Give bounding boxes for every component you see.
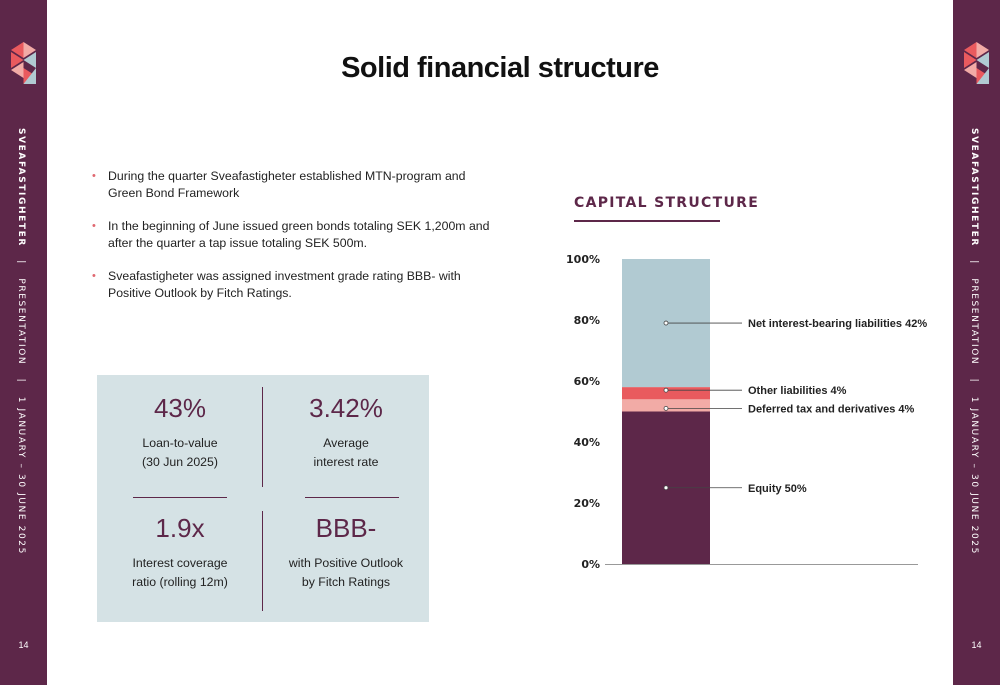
sidebar-doc-type: PRESENTATION [16,278,26,366]
kpi-label: (30 Jun 2025) [142,455,218,469]
kpi-label: Loan-to-value [142,436,218,450]
kpi-label: interest rate [313,455,379,469]
sidebar-vertical-text: SVEAFASTIGHETER | PRESENTATION | 1 JANUA… [969,128,979,555]
kpi-panel: 43% Loan-to-value (30 Jun 2025) 3.42% Av… [97,375,429,622]
kpi-value: 43% [153,393,207,423]
page-number: 14 [18,640,29,650]
capital-structure-chart: 0% 20% 40% 60% 80% 100% Equity 50% Deferred tax… [566,253,927,571]
bullet-text: In the beginning of June issued green bo… [108,219,490,250]
right-sidebar: SVEAFASTIGHETER | PRESENTATION | 1 JANUA… [953,0,1000,685]
kpi-divider [133,497,227,498]
bullet-list: • During the quarter Sveafastigheter esta… [92,168,492,318]
sidebar-separator: | [16,260,26,265]
kpi-label: Average [323,436,369,450]
bullet-item: • During the quarter Sveafastigheter esta… [92,168,492,202]
capital-structure-title: CAPITAL STRUCTURE [574,195,760,211]
kpi-divider [262,387,263,487]
bullet-dot-icon: • [92,170,96,182]
leader-dot [663,405,669,411]
sidebar-separator: | [969,260,979,265]
series-label: Other liabilities 4% [748,385,847,397]
kpi-interest-rate: 3.42% Average interest rate [263,393,429,472]
y-tick-label: 20% [574,497,600,510]
sidebar-brand: SVEAFASTIGHETER [969,128,979,247]
kpi-rating: BBB- with Positive Outlook by Fitch Rati… [263,513,429,592]
leader-dot [663,387,669,393]
y-tick-label: 0% [581,558,600,571]
series-label: Deferred tax and derivatives 4% [748,403,915,415]
bullet-item: • Sveafastigheter was assigned investment… [92,268,492,302]
sidebar-brand: SVEAFASTIGHETER [16,128,26,247]
sidebar-doc-type: PRESENTATION [969,278,979,366]
kpi-label: ratio (rolling 12m) [132,575,228,589]
kpi-label: by Fitch Ratings [301,575,391,589]
left-sidebar: SVEAFASTIGHETER | PRESENTATION | 1 JANUA… [0,0,47,685]
bullet-item: • In the beginning of June issued green b… [92,218,492,252]
sidebar-period: 1 JANUARY – 30 JUNE 2025 [16,396,26,555]
bullet-text: During the quarter Sveafastigheter estab… [108,169,466,200]
sidebar-separator: | [969,378,979,384]
kpi-interest-coverage: 1.9x Interest coverage ratio (rolling 12… [97,513,263,592]
leader-dot [663,485,669,491]
bullet-text: Sveafastigheter was assigned investment … [108,269,461,300]
leader-dot [663,320,669,326]
series-label: Net interest-bearing liabilities 42% [748,318,927,330]
y-tick-label: 60% [574,375,600,388]
sidebar-separator: | [16,378,26,384]
kpi-divider [262,511,263,611]
y-tick-label: 80% [574,314,600,327]
kpi-value: BBB- [315,513,377,543]
series-label: Equity 50% [748,483,807,495]
sveafastigheter-logo-icon [964,42,989,84]
kpi-label: with Positive Outlook [288,556,404,570]
kpi-ltv: 43% Loan-to-value (30 Jun 2025) [97,393,263,472]
bullet-dot-icon: • [92,220,96,232]
sveafastigheter-logo-icon [11,42,36,84]
capital-structure-underline [574,220,720,222]
kpi-divider [305,497,399,498]
sidebar-period: 1 JANUARY – 30 JUNE 2025 [969,396,979,555]
sidebar-vertical-text: SVEAFASTIGHETER | PRESENTATION | 1 JANUA… [16,128,26,555]
kpi-label: Interest coverage [132,556,228,570]
page-number: 14 [971,640,982,650]
y-tick-label: 100% [566,253,600,266]
y-tick-label: 40% [574,436,600,449]
kpi-value: 3.42% [309,393,383,423]
kpi-value: 1.9x [155,513,205,543]
bullet-dot-icon: • [92,270,96,282]
page-title: Solid financial structure [341,52,659,84]
